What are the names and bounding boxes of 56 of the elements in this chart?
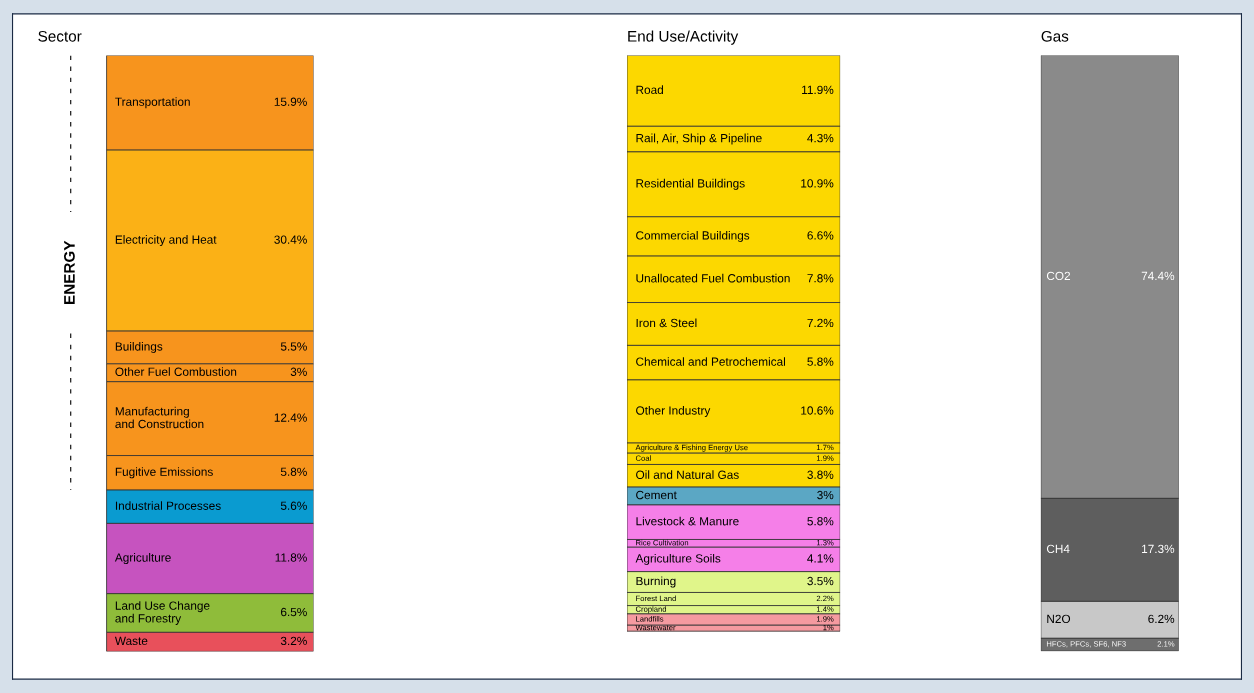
data-label: 4.1% xyxy=(807,554,834,563)
category-label: Commercial Buildings xyxy=(636,230,750,242)
text: Gas xyxy=(1041,30,1069,42)
category-label: Livestock & Manure xyxy=(636,516,739,526)
data-label: 10.6% xyxy=(801,406,834,415)
data-label: 30.4% xyxy=(274,235,307,244)
data-label: 6.5% xyxy=(280,607,307,617)
category-label: Land Use Change and Forestry xyxy=(115,601,210,625)
category-label: Residential Buildings xyxy=(636,178,745,190)
category-label: Fugitive Emissions xyxy=(115,467,213,479)
data-label: 5.8% xyxy=(807,517,834,526)
category-label: Oil and Natural Gas xyxy=(636,470,739,479)
category-label: Other Fuel Combustion xyxy=(115,367,237,376)
category-label: Agriculture xyxy=(114,553,171,565)
data-label: 6.6% xyxy=(807,231,834,240)
category-label: Rail, Air, Ship & Pipeline xyxy=(636,133,762,145)
text: End Use/Activity xyxy=(628,30,739,45)
data-label: 5.8% xyxy=(807,357,834,366)
category-label: CO2 xyxy=(1046,271,1071,281)
data-label: 3% xyxy=(817,490,834,500)
data-label: 4.3% xyxy=(807,133,834,143)
data-label: 11.9% xyxy=(802,85,834,95)
category-label: Waste xyxy=(114,636,148,646)
data-label: 3.2% xyxy=(280,636,307,646)
data-label: 6.2% xyxy=(1148,614,1175,624)
category-label: N2O xyxy=(1047,614,1071,624)
data-label: 10.9% xyxy=(801,179,834,188)
data-label: 15.9% xyxy=(274,97,307,106)
data-label: 7.8% xyxy=(807,274,834,283)
category-label: Industrial Processes xyxy=(115,501,221,510)
category-label: Electricity and Heat xyxy=(115,235,217,247)
category-label: CH4 xyxy=(1046,544,1070,554)
data-label: 3.8% xyxy=(807,470,834,479)
category-label: Burning xyxy=(636,576,676,588)
category-label: Unallocated Fuel Combustion xyxy=(636,273,790,283)
category-label: Manufacturing and Construction xyxy=(115,406,204,429)
category-label: Chemical and Petrochemical xyxy=(636,357,785,366)
data-label: 3.5% xyxy=(807,576,834,586)
category-label: Buildings xyxy=(115,341,163,353)
category-label: Other Industry xyxy=(636,405,711,417)
category-label: Cement xyxy=(636,490,677,500)
category-label: Agriculture Soils xyxy=(635,553,721,565)
data-label: 3% xyxy=(290,367,307,376)
data-label: 5.6% xyxy=(280,501,307,510)
category-label: Iron & Steel xyxy=(636,318,697,328)
category-label: Transportation xyxy=(115,97,190,109)
data-label: 7.2% xyxy=(807,318,834,328)
data-label: 5.8% xyxy=(280,467,307,476)
text: ENERGY xyxy=(64,240,75,304)
data-label: 12.4% xyxy=(274,413,307,422)
data-label: 17.3% xyxy=(1142,544,1175,554)
data-label: 74.4% xyxy=(1141,271,1175,281)
data-label: 11.8% xyxy=(275,553,307,562)
text: Sector xyxy=(38,30,82,42)
data-label: 5.5% xyxy=(280,342,307,351)
category-label: Road xyxy=(636,85,663,95)
